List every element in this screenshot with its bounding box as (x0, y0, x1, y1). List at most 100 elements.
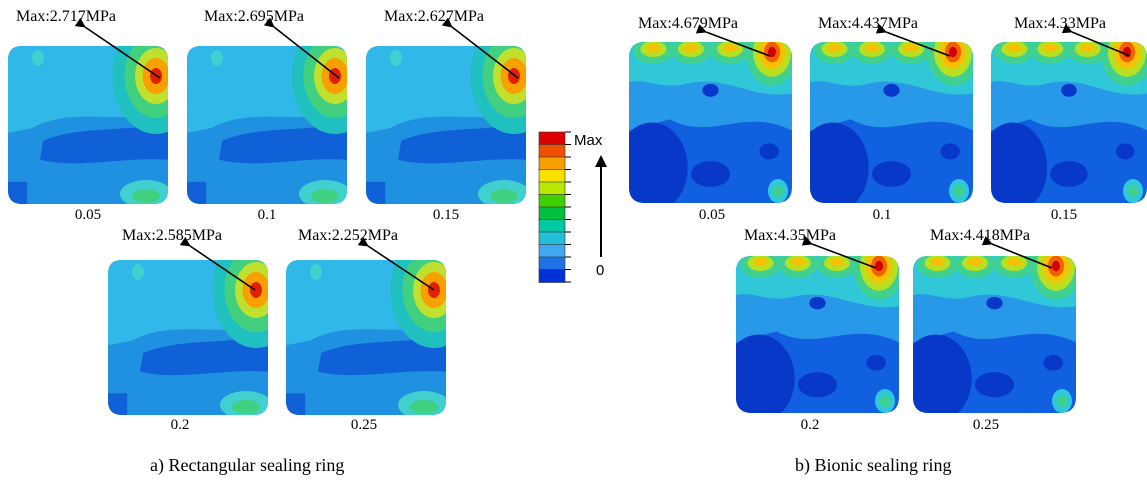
up-arrow-icon (595, 155, 607, 257)
contour-hotspot (875, 260, 883, 272)
contour-hotspot (954, 185, 964, 197)
contour-region (219, 121, 347, 164)
contour-hotspot (132, 189, 160, 203)
contour-region (702, 83, 719, 97)
cell-caption: 0.1 (872, 207, 892, 223)
contour-hotspot (310, 264, 322, 280)
contour-hotspot (723, 44, 738, 52)
contour-hotspot (864, 44, 879, 52)
contour-region (913, 334, 972, 413)
contour-layers (736, 256, 899, 413)
contour-hotspot (132, 264, 144, 280)
contour-hotspot (930, 258, 945, 266)
contour-hotspot (232, 400, 260, 414)
contour-hotspot (646, 44, 661, 52)
pointer-arrow (74, 17, 161, 79)
contour-hotspot (904, 44, 919, 52)
cell-caption: 0.25 (972, 417, 1000, 433)
contour-hotspot (830, 258, 845, 266)
cell-caption: 0.2 (170, 417, 190, 433)
bionic-cell-1 (629, 42, 792, 203)
contour-layers (991, 42, 1147, 203)
contour-hotspot (410, 400, 438, 414)
pointer-arrow (981, 236, 1053, 269)
stress-contour-rect-3 (366, 46, 526, 204)
bionic-cell-4 (736, 256, 899, 413)
max-label: Max:2.695MPa (204, 8, 304, 25)
bionic-cell-2 (810, 42, 973, 203)
max-label: Max:4.35MPa (744, 227, 836, 244)
contour-region (690, 161, 731, 187)
legend-max-label: Max (574, 132, 603, 149)
contour-region (629, 122, 688, 203)
rect-cell-3 (366, 46, 526, 204)
stress-contour-bionic-4 (736, 256, 899, 413)
pointer-arrow (179, 236, 256, 291)
cell-caption: 0.1 (257, 207, 277, 223)
contour-hotspot (1128, 185, 1138, 197)
cell-caption: 0.15 (432, 207, 460, 223)
max-label: Max:2.252MPa (298, 227, 398, 244)
contour-hotspot (949, 46, 957, 58)
contour-region (1043, 354, 1063, 371)
contour-layers (810, 42, 973, 203)
legend-color-bar (538, 131, 571, 283)
rect-cell-1 (8, 46, 168, 204)
contour-hotspot (768, 46, 776, 58)
contour-region (318, 334, 446, 376)
contour-region (1050, 161, 1088, 187)
max-label: Max:4.437MPa (818, 15, 918, 32)
cell-caption: 0.2 (800, 417, 820, 433)
contour-region (797, 372, 838, 398)
contour-region (759, 143, 779, 160)
contour-region (40, 121, 168, 164)
contour-hotspot (790, 258, 805, 266)
max-label: Max:4.33MPa (1014, 15, 1106, 32)
stress-contour-bionic-2 (810, 42, 973, 203)
contour-hotspot (250, 282, 262, 298)
pointer-arrow (441, 17, 519, 79)
contour-region (108, 393, 128, 415)
contour-hotspot (827, 44, 842, 52)
contour-region (366, 181, 386, 204)
contour-hotspot (1080, 44, 1095, 52)
stress-contour-bionic-5 (913, 256, 1076, 413)
stress-contour-rect-2 (187, 46, 347, 204)
contour-hotspot (1057, 395, 1067, 407)
contour-region (8, 181, 28, 204)
cell-caption: 0.05 (698, 207, 726, 223)
max-label: Max:4.418MPa (930, 227, 1030, 244)
contour-layers (629, 42, 792, 203)
legend-swatch (538, 269, 566, 283)
contour-region (1061, 83, 1077, 97)
contour-region (991, 122, 1048, 203)
pointer-arrow (357, 236, 435, 291)
stress-contour-bionic-3 (991, 42, 1147, 203)
contour-region (1115, 143, 1135, 160)
contour-layers (187, 46, 347, 204)
contour-hotspot (753, 258, 768, 266)
rect-cell-2 (187, 46, 347, 204)
max-label: Max:2.717MPa (16, 8, 116, 25)
max-label: Max:2.627MPa (384, 8, 484, 25)
pointer-arrow (263, 17, 340, 79)
contour-hotspot (390, 50, 402, 66)
contour-hotspot (1052, 260, 1060, 272)
legend-min-label: 0 (596, 262, 605, 279)
contour-region (187, 181, 207, 204)
contour-region (736, 334, 795, 413)
cell-caption: 0.25 (350, 417, 378, 433)
contour-hotspot (211, 50, 223, 66)
contour-hotspot (967, 258, 982, 266)
max-label: Max:4.679MPa (638, 15, 738, 32)
max-label: Max:2.585MPa (122, 227, 222, 244)
contour-region (140, 334, 268, 376)
pointer-arrow (695, 24, 771, 57)
pointer-arrow (875, 24, 951, 57)
contour-layers (366, 46, 526, 204)
contour-hotspot (683, 44, 698, 52)
panel-title-bionic: b) Bionic sealing ring (795, 455, 952, 475)
contour-hotspot (1007, 44, 1022, 52)
contour-region (974, 372, 1015, 398)
